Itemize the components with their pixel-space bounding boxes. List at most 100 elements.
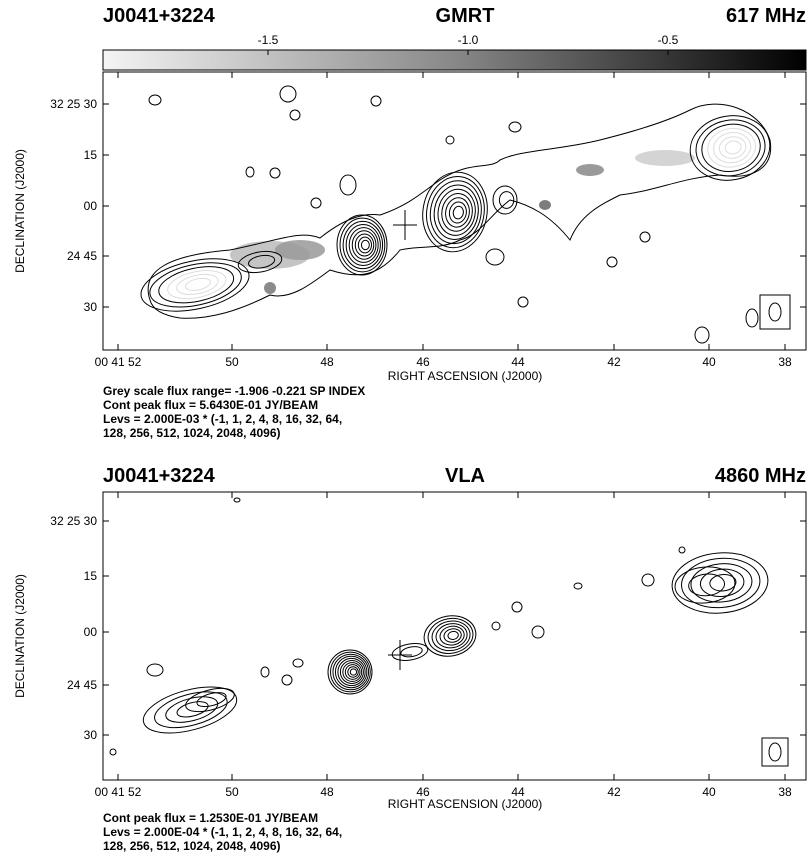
contour: [452, 205, 464, 219]
note: Cont peak flux = 1.2530E-01 JY/BEAM: [103, 811, 318, 825]
x-tick-label: 42: [607, 355, 621, 369]
note: Levs = 2.000E-04 * (-1, 1, 2, 4, 8, 16, …: [103, 825, 342, 839]
beam-box: [762, 738, 788, 766]
contour: [512, 602, 522, 612]
y-tick-label: 00: [84, 199, 98, 213]
contour: [607, 257, 617, 267]
contour: [446, 136, 454, 144]
contour: [246, 167, 254, 177]
y-tick-label: 15: [84, 148, 98, 162]
note: Grey scale flux range= -1.906 -0.221 SP …: [103, 384, 365, 398]
x-tick-label: 48: [320, 785, 334, 799]
contour: [282, 675, 292, 685]
contour: [361, 240, 369, 249]
contour: [184, 276, 211, 292]
contour: [685, 110, 775, 187]
x-tick-label: 38: [778, 355, 792, 369]
x-tick-label: 48: [320, 355, 334, 369]
grey-scale: [635, 150, 695, 166]
contour: [492, 622, 500, 630]
x-axis-label: RIGHT ASCENSION (J2000): [388, 797, 543, 811]
x-tick-label: 46: [416, 355, 430, 369]
contour: [518, 297, 528, 307]
contour: [290, 110, 300, 120]
contour: [711, 130, 753, 166]
source-name: J0041+3224: [103, 465, 216, 487]
x-axis-label: RIGHT ASCENSION (J2000): [388, 369, 543, 383]
x-tick-label: 50: [225, 355, 239, 369]
contour: [234, 498, 240, 502]
colorbar-tick-label: -1.5: [258, 33, 279, 47]
contour: [486, 249, 504, 265]
colorbar-tick-label: -0.5: [658, 33, 679, 47]
contour: [311, 198, 321, 208]
figure-canvas: J0041+3224 GMRT 617 MHz -1.5 -1.0 -0.5 32 25 3…: [0, 0, 809, 863]
y-tick-label: 32 25 30: [50, 514, 97, 528]
beam-box: [760, 295, 790, 329]
grey-scale: [576, 164, 604, 176]
x-tick-label: 50: [225, 785, 239, 799]
contour: [156, 261, 237, 309]
contour: [165, 266, 228, 304]
figure: J0041+3224 GMRT 617 MHz -1.5 -1.0 -0.5 32 25 3…: [0, 0, 809, 863]
colorbar: [103, 50, 806, 70]
y-axis-label: DECLINATION (J2000): [13, 149, 27, 273]
y-axis-label: DECLINATION (J2000): [13, 574, 27, 698]
y-tick-label: 30: [84, 300, 98, 314]
telescope: GMRT: [436, 5, 495, 27]
y-tick-label: 32 25 30: [50, 97, 97, 111]
note: Levs = 2.000E-03 * (-1, 1, 2, 4, 8, 16, …: [103, 412, 342, 426]
y-tick-label: 24 45: [67, 678, 97, 692]
contour: [148, 104, 771, 318]
x-tick-label: 40: [702, 785, 716, 799]
x-tick-label: 00 41 52: [95, 355, 142, 369]
colorbar-tick-label: -1.0: [458, 33, 479, 47]
contour: [718, 135, 748, 161]
note: 128, 256, 512, 1024, 2048, 4096): [103, 839, 281, 853]
frequency: 617 MHz: [726, 5, 806, 27]
grey-scale: [264, 282, 276, 294]
contour: [640, 232, 650, 242]
beam: [769, 743, 781, 761]
contour: [110, 749, 116, 755]
x-tick-label: 42: [607, 785, 621, 799]
y-tick-label: 24 45: [67, 249, 97, 263]
contour: [149, 95, 161, 105]
contour: [371, 96, 381, 106]
contour: [350, 669, 356, 675]
contour: [147, 664, 163, 676]
x-tick-label: 40: [702, 355, 716, 369]
telescope: VLA: [445, 465, 485, 487]
contour: [509, 122, 521, 132]
contour: [670, 549, 771, 617]
contour: [175, 271, 220, 298]
contour: [695, 327, 709, 343]
contour: [724, 140, 742, 155]
contour: [447, 631, 459, 641]
contour: [679, 547, 685, 553]
source-name: J0041+3224: [103, 5, 216, 27]
x-tick-label: 44: [511, 355, 525, 369]
contour: [261, 667, 269, 677]
plot-frame: [103, 72, 806, 350]
contour: [443, 196, 471, 229]
contour: [391, 641, 429, 663]
grey-scale: [539, 200, 551, 210]
contour: [448, 201, 468, 225]
contour: [293, 659, 303, 667]
contour: [270, 168, 280, 178]
grey-scale: [275, 240, 325, 260]
y-tick-label: 30: [84, 728, 98, 742]
contour: [443, 627, 462, 643]
note: Cont peak flux = 5.6430E-01 JY/BEAM: [103, 398, 318, 412]
contour: [280, 86, 296, 102]
x-tick-label: 38: [778, 785, 792, 799]
contour: [340, 175, 356, 195]
contour: [400, 645, 423, 658]
contour: [532, 626, 544, 638]
frequency: 4860 MHz: [715, 465, 806, 487]
note: 128, 256, 512, 1024, 2048, 4096): [103, 426, 281, 440]
contour: [699, 567, 745, 598]
y-tick-label: 15: [84, 569, 98, 583]
contour: [746, 309, 758, 327]
